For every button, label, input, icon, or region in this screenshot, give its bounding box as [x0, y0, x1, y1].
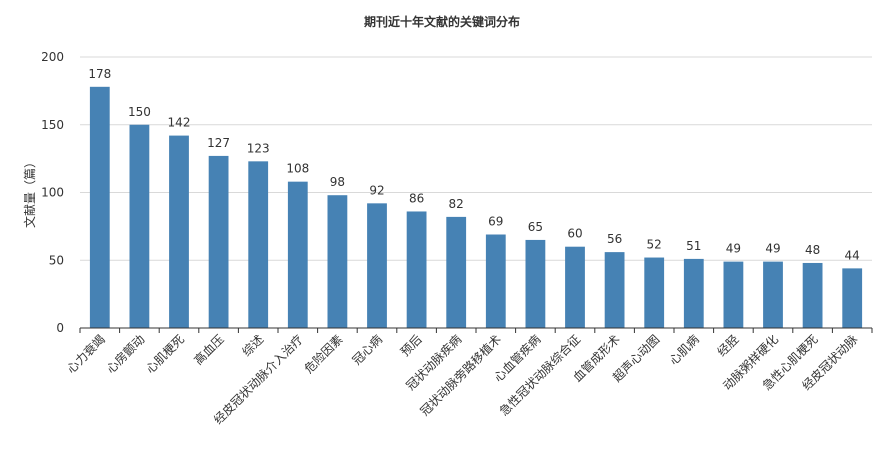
bar	[248, 161, 269, 328]
data-label: 142	[168, 116, 191, 130]
category-label: 高血压	[191, 332, 227, 368]
bar	[287, 181, 308, 328]
data-label: 82	[449, 197, 464, 211]
data-label: 48	[805, 243, 820, 257]
data-label: 178	[88, 67, 111, 81]
bar	[169, 135, 189, 328]
bar	[683, 258, 704, 328]
category-label: 综述	[239, 332, 266, 359]
data-label: 108	[286, 162, 309, 176]
category-label: 心力衰竭	[63, 332, 108, 377]
bar	[723, 261, 744, 328]
data-label: 52	[647, 238, 662, 252]
category-label: 心房颤动	[103, 332, 148, 377]
data-label: 49	[726, 242, 741, 256]
data-label: 69	[488, 215, 503, 229]
category-label: 预后	[398, 332, 425, 359]
bar	[89, 86, 110, 328]
bar	[485, 234, 506, 328]
bar	[129, 124, 150, 328]
y-tick-label: 0	[56, 321, 64, 335]
chart-title: 期刊近十年文献的关键词分布	[364, 14, 520, 29]
data-label: 123	[247, 141, 270, 155]
bar	[763, 261, 783, 328]
bar	[208, 155, 229, 328]
y-axis-ticks: 0 50 100 150 200	[41, 50, 64, 335]
bar	[327, 195, 348, 328]
data-label: 92	[369, 183, 384, 197]
bar	[644, 257, 665, 328]
data-label: 49	[765, 242, 780, 256]
x-axis-ticks	[79, 328, 873, 333]
bar	[446, 216, 467, 328]
data-label: 60	[567, 227, 582, 241]
data-label: 56	[607, 232, 622, 246]
bar	[525, 239, 546, 328]
category-label: 经胫	[715, 332, 742, 359]
data-label: 44	[845, 248, 860, 262]
y-tick-label: 150	[41, 118, 64, 132]
bars	[89, 86, 863, 328]
data-label: 86	[409, 191, 424, 205]
y-tick-label: 200	[41, 50, 64, 64]
bar	[406, 211, 427, 328]
category-label: 危险因素	[301, 332, 346, 377]
data-label: 150	[128, 105, 151, 119]
data-labels: 178 150 142 127 123 108 98 92 86 82 69 65 60 56 52 51 49…	[88, 67, 859, 263]
category-label: 心肌病	[666, 332, 702, 368]
bar	[802, 262, 823, 328]
category-label: 心肌梗死	[143, 332, 188, 377]
bar	[842, 268, 863, 328]
data-label: 65	[528, 220, 543, 234]
grid-lines	[80, 56, 872, 261]
data-label: 98	[330, 175, 345, 189]
y-tick-label: 100	[41, 186, 64, 200]
y-tick-label: 50	[49, 253, 64, 267]
y-axis-label: 文献量（篇）	[22, 156, 37, 228]
bar	[565, 246, 585, 328]
bar	[367, 203, 387, 328]
bar	[604, 252, 625, 328]
category-label: 冠心病	[349, 332, 385, 368]
data-label: 127	[207, 136, 230, 150]
data-label: 51	[686, 239, 701, 253]
